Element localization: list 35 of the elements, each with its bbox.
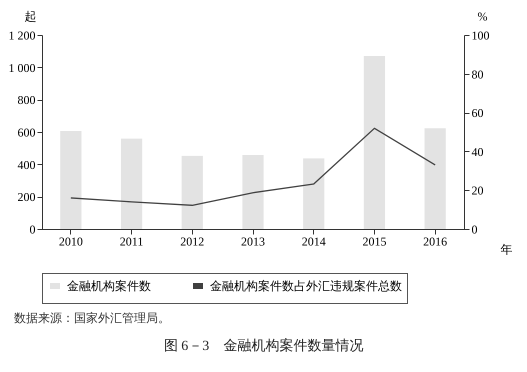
y2-tick-label: 20 [472, 184, 484, 198]
y-axis-title: 起 [24, 10, 36, 24]
bar [303, 158, 324, 229]
bar [120, 138, 142, 229]
y-tick-label: 1 000 [8, 60, 36, 75]
y-tick-label: 200 [18, 190, 36, 204]
x-axis-title: 年 [500, 242, 512, 256]
x-tick-label: 2015 [362, 234, 386, 248]
x-tick-label: 2011 [120, 234, 144, 248]
legend-label: 金融机构案件数 [67, 279, 151, 293]
y2-tick-label: 40 [472, 144, 484, 159]
y-tick-label: 1 200 [8, 28, 36, 42]
bar [364, 56, 386, 229]
y2-tick-label: 0 [472, 222, 478, 236]
source-note: 数据来源：国家外汇管理局。 [14, 310, 171, 327]
legend-label: 金融机构案件数占外汇违规案件总数 [210, 279, 402, 293]
y-tick-label: 0 [30, 222, 36, 236]
y2-tick-label: 60 [472, 106, 484, 120]
y2-tick-label: 100 [472, 28, 490, 42]
bar [60, 131, 82, 229]
x-tick-label: 2013 [241, 234, 265, 248]
bar [182, 156, 203, 229]
y-tick-label: 400 [18, 158, 36, 172]
y2-tick-label: 80 [472, 67, 484, 82]
line-series [70, 128, 436, 206]
x-tick-label: 2014 [302, 234, 326, 248]
bar [424, 128, 446, 229]
x-tick-label: 2016 [423, 234, 448, 248]
y-tick-label: 800 [18, 93, 36, 108]
x-tick-label: 2012 [180, 234, 204, 248]
y-tick-label: 600 [18, 126, 36, 140]
x-tick-label: 2010 [58, 234, 83, 248]
bar [242, 154, 264, 229]
text: 图 6－3 金融机构案件数量情况 [162, 337, 364, 355]
y2-axis-title: % [478, 10, 488, 24]
